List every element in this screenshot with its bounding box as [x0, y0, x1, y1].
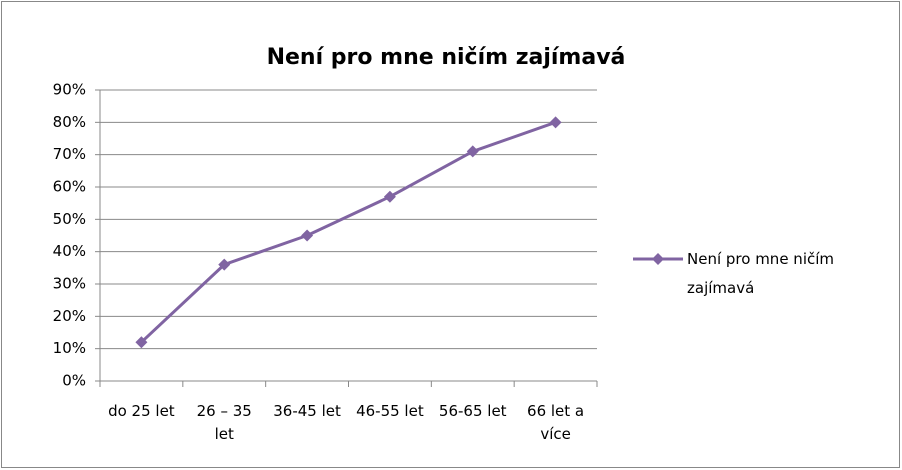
- y-tick-label: 0%: [62, 372, 86, 390]
- data-point: [466, 145, 479, 158]
- x-tick-label: 56-65 let: [438, 402, 507, 420]
- y-tick-label: 50%: [53, 210, 86, 228]
- x-tick-label: do 25 let: [108, 402, 175, 420]
- series-line: [140, 120, 557, 344]
- y-tick-label: 30%: [53, 275, 86, 293]
- y-tick-label: 90%: [53, 81, 86, 99]
- data-point: [301, 229, 314, 242]
- y-tick-label: 20%: [53, 307, 86, 325]
- chart-title: Není pro mne ničím zajímavá: [267, 45, 626, 70]
- x-tick-label: 36-45 let: [273, 402, 341, 420]
- x-tick-label: 46-55 let: [356, 402, 424, 420]
- data-point: [549, 116, 562, 129]
- y-tick-label: 10%: [53, 339, 86, 357]
- data-point: [218, 258, 231, 271]
- data-point: [135, 336, 148, 349]
- x-tick-label: 26 – 35 let: [196, 402, 252, 443]
- y-tick-label: 60%: [53, 178, 86, 196]
- y-tick-label: 40%: [53, 242, 86, 260]
- y-tick-label: 70%: [53, 145, 86, 163]
- x-tick-label: 66 let a více: [527, 402, 585, 443]
- legend-marker: [652, 253, 664, 265]
- legend-label: Není pro mne ničím zajímavá: [687, 250, 835, 297]
- y-tick-label: 80%: [53, 113, 86, 131]
- data-point: [383, 190, 396, 203]
